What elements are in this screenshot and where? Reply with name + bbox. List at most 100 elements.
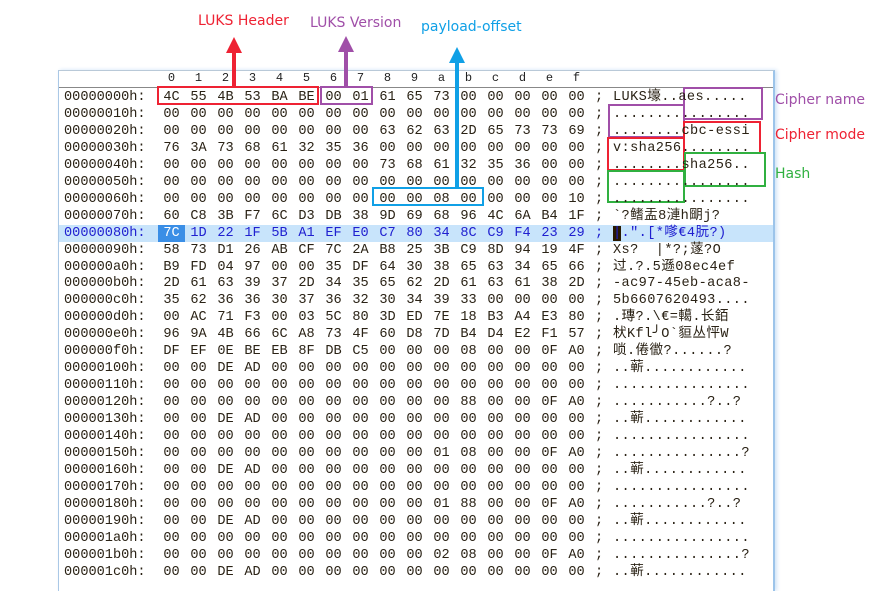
hex-byte[interactable]: 73 (433, 90, 450, 105)
hex-byte[interactable]: 6C (271, 327, 288, 343)
hex-byte[interactable]: B4 (541, 208, 558, 224)
hex-byte[interactable]: 00 (271, 361, 288, 377)
hex-byte[interactable]: CF (298, 242, 315, 258)
hex-byte[interactable]: 00 (190, 412, 207, 428)
hex-byte[interactable]: 8C (460, 225, 477, 241)
hex-byte[interactable]: 00 (271, 462, 288, 478)
hex-byte[interactable]: 00 (298, 547, 315, 563)
hex-byte[interactable]: D4 (487, 327, 504, 343)
hex-row[interactable]: 00000040h: 00 00 00 00 00 00 00 00 73 68 61 32 35 36 00… (59, 157, 773, 174)
hex-byte[interactable]: 00 (487, 429, 504, 444)
hex-byte[interactable]: 8D (487, 242, 504, 258)
hex-byte[interactable]: 96 (460, 208, 477, 224)
hex-byte[interactable]: 00 (487, 361, 504, 377)
hex-byte[interactable]: 01 (433, 496, 450, 512)
hex-byte[interactable]: 00 (460, 174, 477, 190)
hex-row[interactable]: 00000070h: 60 C8 3B F7 6C D3 DB 38 9D 69 68 96 4C 6A B4… (59, 208, 773, 225)
hex-byte[interactable]: 57 (568, 327, 585, 343)
hex-byte[interactable]: 00 (244, 429, 261, 444)
hex-byte[interactable]: 73 (325, 327, 342, 343)
hex-byte[interactable]: 66 (568, 259, 585, 275)
hex-byte[interactable]: 4C (163, 90, 180, 105)
hex-byte[interactable]: 00 (541, 174, 558, 190)
hex-byte[interactable]: 00 (541, 378, 558, 394)
hex-byte[interactable]: 00 (163, 412, 180, 428)
hex-byte[interactable]: 00 (568, 361, 585, 377)
hex-byte[interactable]: 69 (406, 208, 423, 224)
hex-byte[interactable]: 34 (514, 259, 531, 275)
hex-byte[interactable]: 00 (352, 462, 369, 478)
hex-byte[interactable]: 65 (379, 276, 396, 292)
ascii-text[interactable]: ..蕲............ (613, 513, 747, 529)
hex-byte[interactable]: 00 (298, 106, 315, 122)
hex-byte[interactable]: 00 (541, 106, 558, 122)
hex-byte[interactable]: 10 (568, 191, 585, 207)
hex-byte[interactable]: 2D (460, 123, 477, 139)
hex-byte[interactable]: 76 (163, 140, 180, 156)
hex-byte[interactable]: 00 (433, 378, 450, 394)
hex-byte[interactable]: 00 (541, 412, 558, 428)
hex-byte[interactable]: 08 (460, 547, 477, 563)
hex-byte[interactable]: 00 (406, 547, 423, 563)
hex-byte[interactable]: 2D (433, 276, 450, 292)
hex-byte[interactable]: 00 (163, 395, 180, 411)
hex-byte[interactable]: AC (190, 310, 207, 326)
hex-byte[interactable]: 00 (541, 191, 558, 207)
hex-row[interactable]: 000000a0h: B9 FD 04 97 00 00 35 DF 64 30 38 65 63 34 65… (59, 259, 773, 276)
hex-byte[interactable]: 00 (298, 395, 315, 411)
hex-byte[interactable]: 00 (460, 90, 477, 105)
hex-byte[interactable]: 36 (244, 293, 261, 309)
hex-byte[interactable]: 60 (379, 327, 396, 343)
hex-byte[interactable]: 00 (379, 344, 396, 360)
hex-byte[interactable]: 00 (163, 513, 180, 529)
hex-byte[interactable]: 00 (568, 479, 585, 495)
hex-byte[interactable]: 00 (460, 479, 477, 495)
hex-byte[interactable]: 00 (298, 123, 315, 139)
hex-byte[interactable]: 00 (325, 361, 342, 377)
hex-byte[interactable]: 96 (163, 327, 180, 343)
hex-byte[interactable]: 03 (298, 310, 315, 326)
hex-byte[interactable]: 00 (487, 293, 504, 309)
hex-byte[interactable]: 00 (163, 462, 180, 478)
hex-byte[interactable]: 25 (406, 242, 423, 258)
hex-byte[interactable]: 36 (514, 157, 531, 173)
hex-byte[interactable]: 1D (190, 225, 207, 241)
hex-byte[interactable]: 62 (190, 293, 207, 309)
hex-byte[interactable]: 2D (298, 276, 315, 292)
hex-byte[interactable]: 00 (460, 361, 477, 377)
hex-byte[interactable]: F3 (244, 310, 261, 326)
hex-byte[interactable]: EF (325, 225, 342, 241)
hex-byte[interactable]: 00 (352, 191, 369, 207)
hex-byte[interactable]: 38 (352, 208, 369, 224)
hex-byte[interactable]: 88 (460, 395, 477, 411)
hex-byte[interactable]: 00 (379, 191, 396, 207)
hex-byte[interactable]: 00 (244, 174, 261, 190)
hex-byte[interactable]: 4B (217, 90, 234, 105)
hex-byte[interactable]: 00 (406, 361, 423, 377)
hex-byte[interactable]: AD (244, 361, 261, 377)
hex-byte[interactable]: 00 (352, 564, 369, 580)
hex-byte[interactable]: 00 (514, 530, 531, 546)
hex-byte[interactable]: 0E (217, 344, 234, 360)
hex-byte[interactable]: 35 (325, 140, 342, 156)
hex-byte[interactable]: 00 (433, 564, 450, 580)
hex-byte[interactable]: 00 (325, 547, 342, 563)
hex-byte[interactable]: DB (325, 344, 342, 360)
hex-byte[interactable]: 00 (217, 429, 234, 444)
hex-byte[interactable]: 00 (406, 191, 423, 207)
ascii-text[interactable]: ................ (613, 429, 750, 444)
hex-byte[interactable]: 00 (217, 157, 234, 173)
hex-byte[interactable]: 63 (217, 276, 234, 292)
hex-byte[interactable]: 00 (406, 140, 423, 156)
hex-byte[interactable]: 00 (325, 429, 342, 444)
hex-byte[interactable]: A0 (568, 496, 585, 512)
hex-byte[interactable]: 08 (433, 191, 450, 207)
hex-row[interactable]: 000000d0h: 00 AC 71 F3 00 03 5C 80 3D ED 7E 18 B3 A4 E3… (59, 309, 773, 326)
hex-byte[interactable]: 00 (244, 157, 261, 173)
hex-byte[interactable]: 00 (487, 344, 504, 360)
hex-byte[interactable]: 00 (541, 530, 558, 546)
hex-byte[interactable]: 00 (460, 530, 477, 546)
hex-byte[interactable]: 00 (568, 412, 585, 428)
hex-byte[interactable]: 61 (190, 276, 207, 292)
hex-byte[interactable]: C5 (352, 344, 369, 360)
